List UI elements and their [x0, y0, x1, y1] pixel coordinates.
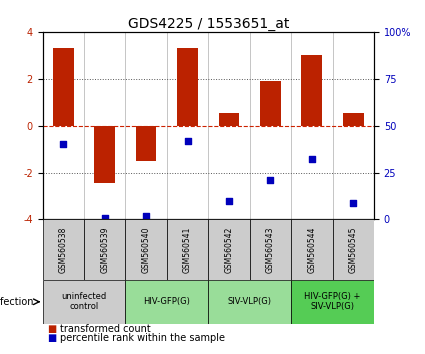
Bar: [42, 219, 84, 280]
Bar: [208, 280, 291, 324]
Point: [267, 177, 274, 183]
Text: SIV-VLP(G): SIV-VLP(G): [228, 297, 272, 306]
Point: [60, 142, 67, 147]
Point: [101, 215, 108, 221]
Title: GDS4225 / 1553651_at: GDS4225 / 1553651_at: [128, 17, 289, 31]
Point: [184, 138, 191, 143]
Bar: [343, 113, 364, 126]
Point: [350, 200, 357, 205]
Text: infection: infection: [0, 297, 34, 307]
Text: GSM560542: GSM560542: [224, 226, 233, 273]
Bar: [249, 219, 291, 280]
Text: uninfected
control: uninfected control: [61, 292, 107, 312]
Text: GSM560539: GSM560539: [100, 226, 109, 273]
Bar: [84, 219, 125, 280]
Text: HIV-GFP(G) +
SIV-VLP(G): HIV-GFP(G) + SIV-VLP(G): [304, 292, 361, 312]
Bar: [332, 219, 374, 280]
Bar: [218, 113, 239, 126]
Bar: [177, 48, 198, 126]
Bar: [125, 280, 208, 324]
Bar: [260, 81, 281, 126]
Bar: [208, 219, 249, 280]
Bar: [291, 219, 332, 280]
Bar: [167, 219, 208, 280]
Text: GSM560540: GSM560540: [142, 226, 150, 273]
Bar: [301, 55, 322, 126]
Text: percentile rank within the sample: percentile rank within the sample: [60, 333, 224, 343]
Point: [143, 213, 150, 218]
Text: ■: ■: [47, 333, 56, 343]
Point: [309, 156, 315, 162]
Text: GSM560543: GSM560543: [266, 226, 275, 273]
Text: transformed count: transformed count: [60, 324, 150, 334]
Bar: [53, 48, 74, 126]
Text: GSM560541: GSM560541: [183, 226, 192, 273]
Text: ■: ■: [47, 324, 56, 334]
Text: GSM560544: GSM560544: [307, 226, 316, 273]
Bar: [42, 280, 125, 324]
Point: [226, 198, 232, 204]
Text: GSM560538: GSM560538: [59, 226, 68, 273]
Bar: [94, 126, 115, 183]
Bar: [291, 280, 374, 324]
Bar: [136, 126, 156, 161]
Text: GSM560545: GSM560545: [349, 226, 358, 273]
Text: HIV-GFP(G): HIV-GFP(G): [143, 297, 190, 306]
Bar: [125, 219, 167, 280]
